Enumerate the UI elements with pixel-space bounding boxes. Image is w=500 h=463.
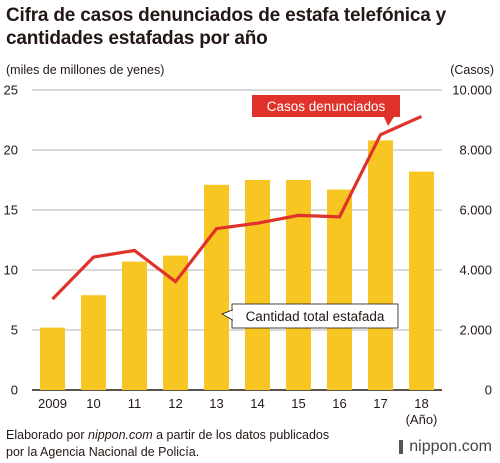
x-axis-suffix: (Año)	[406, 412, 438, 427]
bar	[122, 261, 147, 390]
left-tick-label: 15	[4, 203, 18, 218]
left-tick-label: 25	[4, 83, 18, 98]
amount-label-text: Cantidad total estafada	[246, 309, 385, 324]
cases-label-pointer	[384, 117, 394, 126]
right-tick-label: 2.000	[459, 323, 492, 338]
right-tick-label: 4.000	[459, 263, 492, 278]
line-series	[51, 114, 423, 301]
x-tick-label: 14	[250, 396, 264, 411]
right-tick-label: 8.000	[459, 143, 492, 158]
chart-title-line1: Cifra de casos denunciados de estafa tel…	[6, 5, 447, 26]
bar	[245, 180, 270, 390]
x-tick-label: 17	[373, 396, 387, 411]
left-tick-label: 20	[4, 143, 18, 158]
source-note: Elaborado por nippon.com a partir de los…	[6, 427, 329, 461]
x-tick-label: 12	[168, 396, 182, 411]
left-tick-label: 5	[11, 323, 18, 338]
cases-label-text: Casos denunciados	[267, 99, 386, 114]
left-tick-label: 10	[4, 263, 18, 278]
bar	[40, 327, 65, 390]
right-tick-label: 10.000	[452, 83, 492, 98]
brand-logo: nippon.com	[399, 438, 492, 456]
x-tick-label: 2009	[38, 396, 67, 411]
x-tick-label: 13	[209, 396, 223, 411]
x-tick-label: 15	[291, 396, 305, 411]
source-site: nippon.com	[88, 428, 153, 442]
chart-title-line2: cantidades estafadas por año	[6, 28, 268, 49]
left-tick-label: 0	[11, 383, 18, 398]
x-tick-label: 11	[128, 396, 142, 411]
right-tick-label: 6.000	[459, 203, 492, 218]
x-tick-label: 10	[86, 396, 100, 411]
bar	[163, 255, 188, 390]
x-tick-label: 18	[414, 396, 428, 411]
bar-series	[40, 140, 434, 390]
source-suffix: a partir de los datos publicados	[152, 428, 330, 442]
source-prefix: Elaborado por	[6, 428, 89, 442]
logo-mark-icon	[399, 440, 404, 454]
left-axis-unit: (miles de millones de yenes)	[6, 63, 165, 77]
tick-labels: 0 0 5 2.000 10 4.000 15 6.000 20 8.000 25 10.000 200…	[4, 83, 492, 428]
bar	[327, 189, 352, 390]
x-tick-label: 16	[332, 396, 346, 411]
bar	[368, 140, 393, 390]
source-line2: por la Agencia Nacional de Policía.	[6, 445, 200, 459]
bar	[81, 295, 106, 390]
bar	[286, 180, 311, 390]
logo-text: nippon.com	[409, 438, 492, 455]
right-axis-unit: (Casos)	[450, 63, 494, 77]
bar	[204, 184, 229, 390]
series-labels: Casos denunciados Cantidad total estafada	[221, 95, 400, 329]
cases-line	[51, 114, 423, 301]
bar	[409, 171, 434, 390]
cases-label-box	[252, 95, 400, 117]
chart-title: Cifra de casos denunciados de estafa tel…	[6, 4, 496, 50]
right-tick-label: 0	[485, 383, 492, 398]
